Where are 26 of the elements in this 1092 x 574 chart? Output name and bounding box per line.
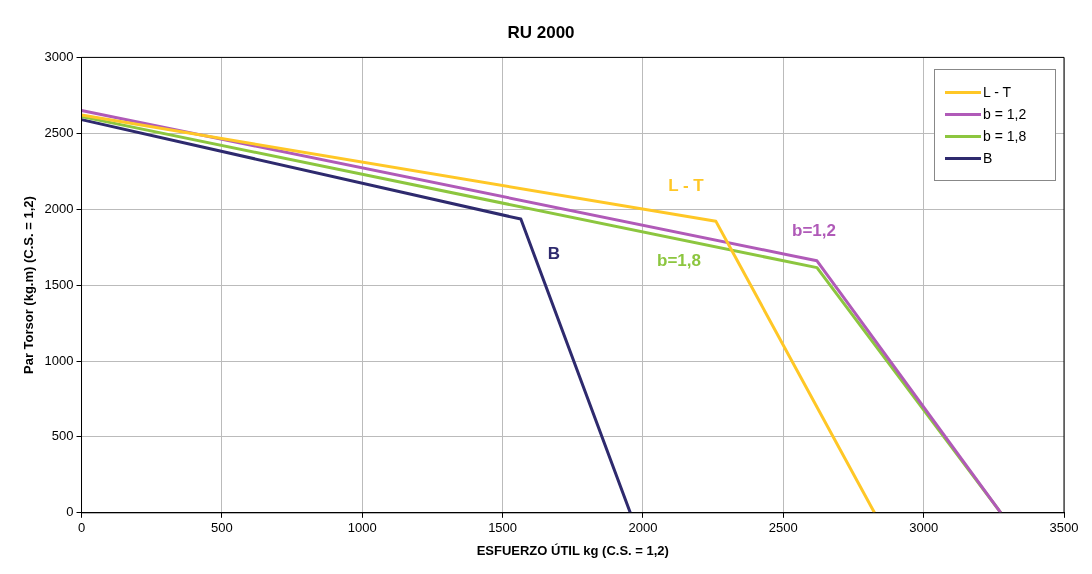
x-tick-label: 3000: [909, 520, 939, 536]
y-tick-label: 1000: [44, 352, 74, 368]
x-tick-label: 2000: [628, 520, 658, 536]
chart-title: RU 2000: [507, 22, 575, 42]
annotation: L - T: [668, 176, 705, 196]
y-tick-label: 2000: [44, 200, 74, 216]
legend-label: B: [983, 150, 993, 167]
x-tick-label: 0: [77, 520, 86, 536]
annotation: b=1,8: [657, 251, 701, 271]
y-tick-label: 1500: [44, 276, 74, 292]
x-axis-title: ESFUERZO ÚTIL kg (C.S. = 1,2): [476, 542, 669, 558]
annotation: B: [547, 243, 560, 263]
x-tick-label: 1000: [347, 520, 377, 536]
y-tick-label: 500: [51, 428, 74, 444]
annotation: b=1,2: [792, 221, 836, 241]
x-tick-label: 2500: [768, 520, 798, 536]
y-tick-label: 0: [66, 504, 74, 520]
y-tick-label: 3000: [44, 48, 74, 64]
x-tick-label: 1500: [488, 520, 518, 536]
x-tick-label: 500: [211, 520, 233, 536]
legend-label: b = 1,8: [983, 128, 1027, 145]
x-tick-label: 3500: [1049, 520, 1079, 536]
legend-label: b = 1,2: [983, 106, 1027, 123]
y-axis-title: Par Torsor (kg.m) (C.S. = 1,2): [21, 196, 37, 375]
legend-label: L - T: [983, 84, 1012, 101]
y-tick-label: 2500: [44, 124, 74, 140]
